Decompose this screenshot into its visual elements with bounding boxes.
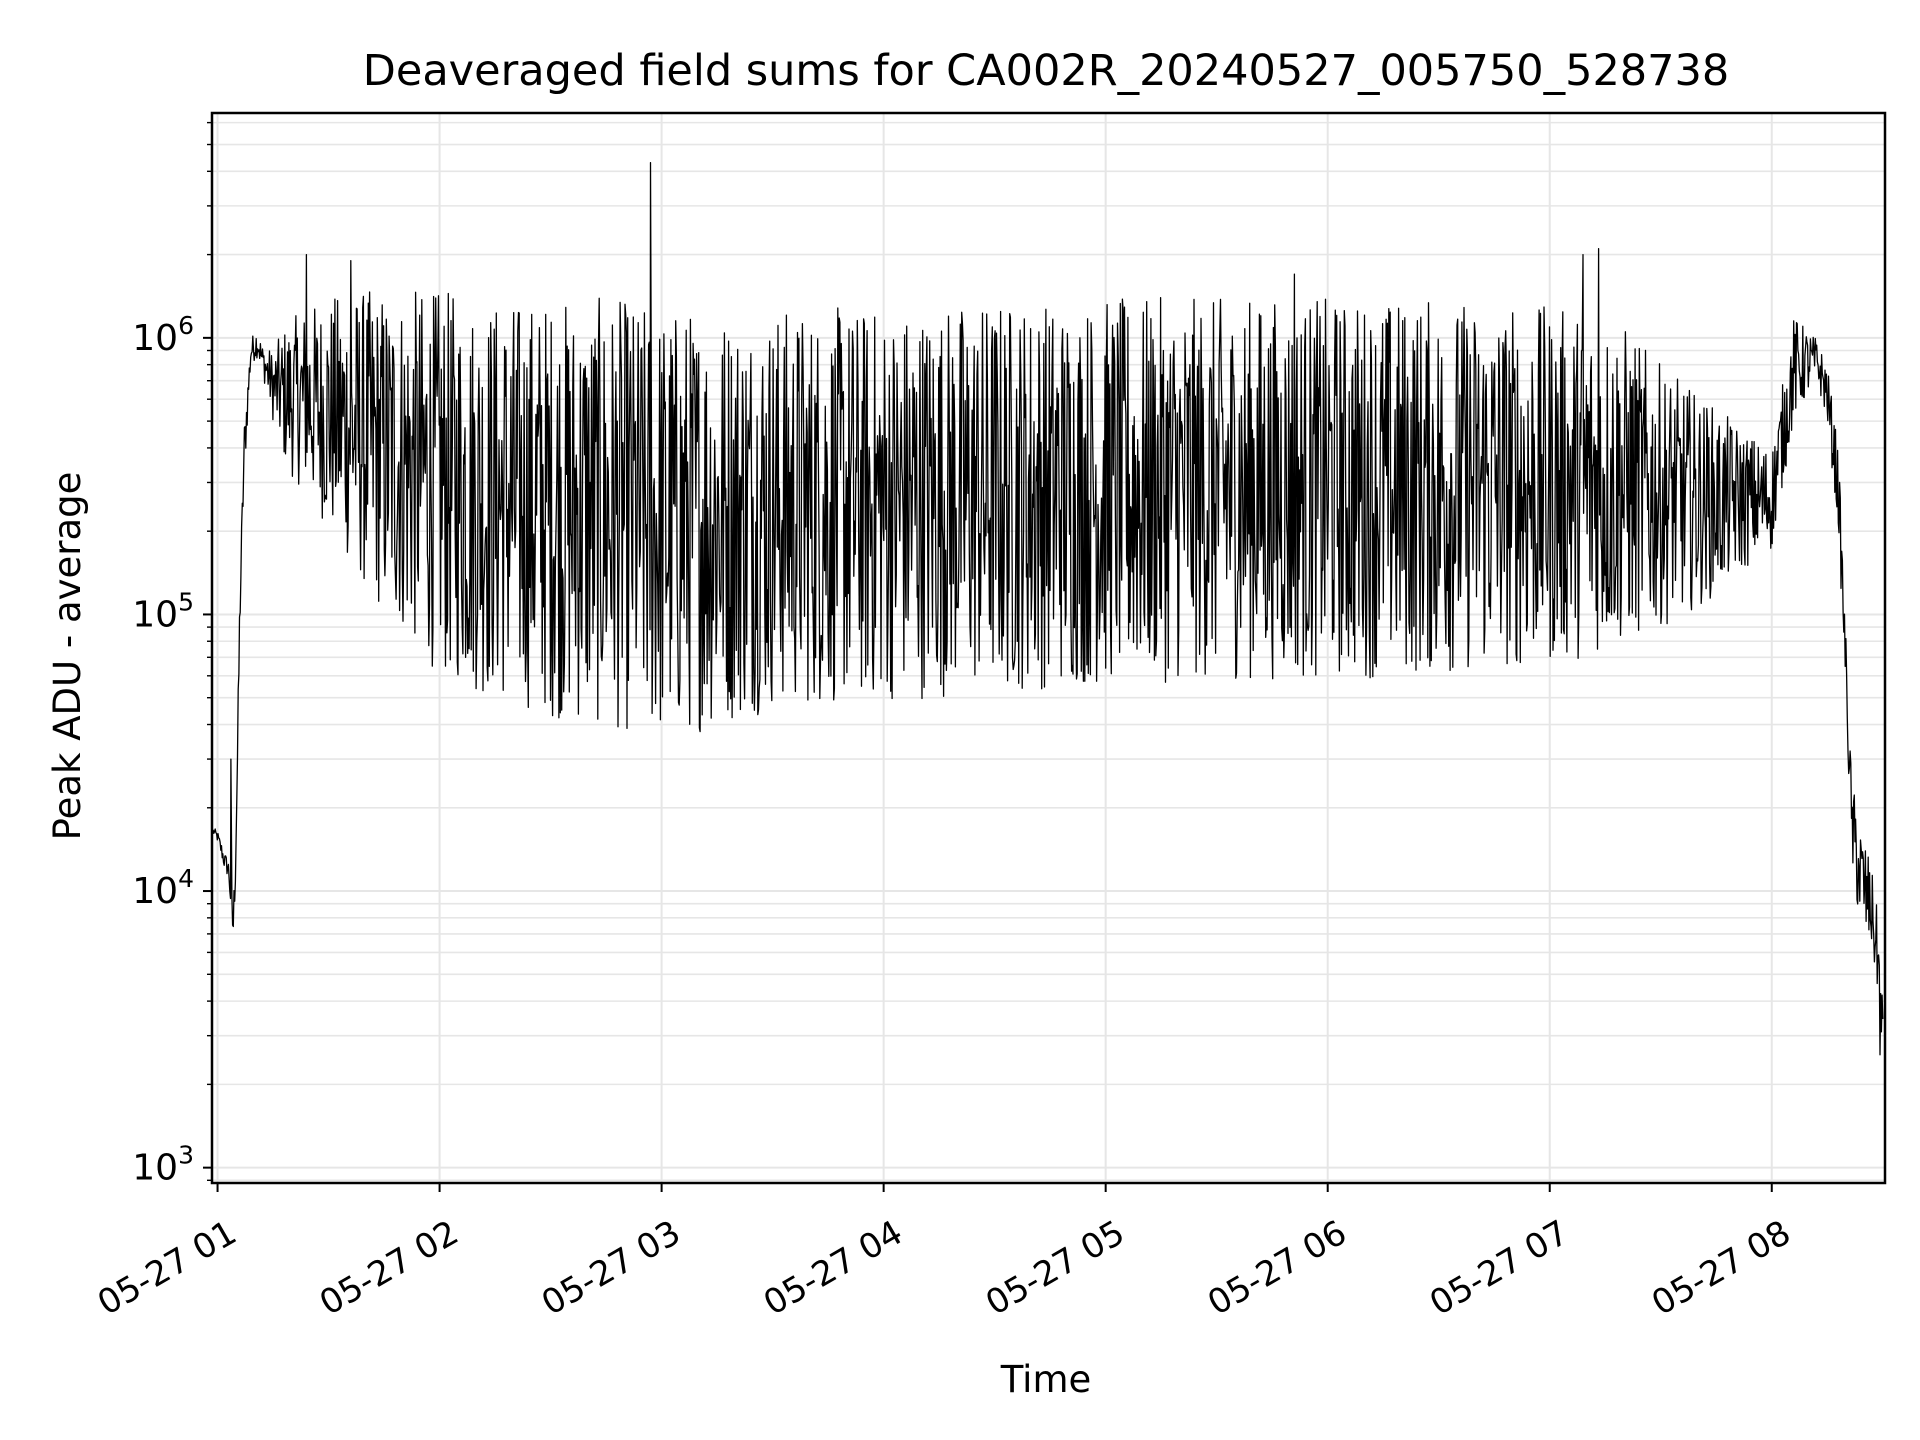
y-tick-label: 104 — [132, 864, 194, 912]
x-tick-label: 05-27 01 — [91, 1213, 243, 1324]
x-tick-label: 05-27 04 — [757, 1213, 909, 1324]
x-tick-label: 05-27 05 — [979, 1213, 1131, 1324]
ticks-layer: 05-27 01 05-27 02 05-27 03 05-27 04 05-27 05… — [91, 121, 1798, 1324]
y-tick-label: 106 — [132, 311, 194, 359]
y-tick-label: 105 — [132, 587, 194, 635]
series-line — [212, 161, 1884, 1056]
y-axis-label: Peak ADU - average — [46, 472, 89, 841]
plot-area-frame — [210, 111, 1887, 1185]
x-tick-label: 05-27 06 — [1201, 1213, 1353, 1324]
x-tick-label: 05-27 08 — [1645, 1213, 1797, 1324]
chart-title: Deaveraged field sums for CA002R_2024052… — [363, 46, 1729, 96]
x-tick-label: 05-27 02 — [313, 1213, 465, 1324]
x-tick-label: 05-27 03 — [535, 1213, 687, 1324]
x-tick-label: 05-27 07 — [1423, 1213, 1575, 1324]
series-layer — [212, 161, 1884, 1056]
y-tick-label: 103 — [132, 1141, 194, 1189]
x-axis-label: Time — [1000, 1358, 1092, 1401]
